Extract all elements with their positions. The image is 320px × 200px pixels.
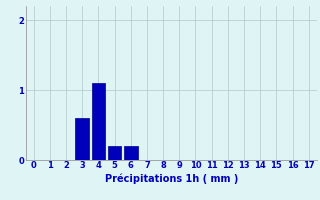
Bar [75,118,89,160]
Bar [124,146,138,160]
Bar [108,146,122,160]
X-axis label: Précipitations 1h ( mm ): Précipitations 1h ( mm ) [105,173,238,184]
Bar [92,83,105,160]
